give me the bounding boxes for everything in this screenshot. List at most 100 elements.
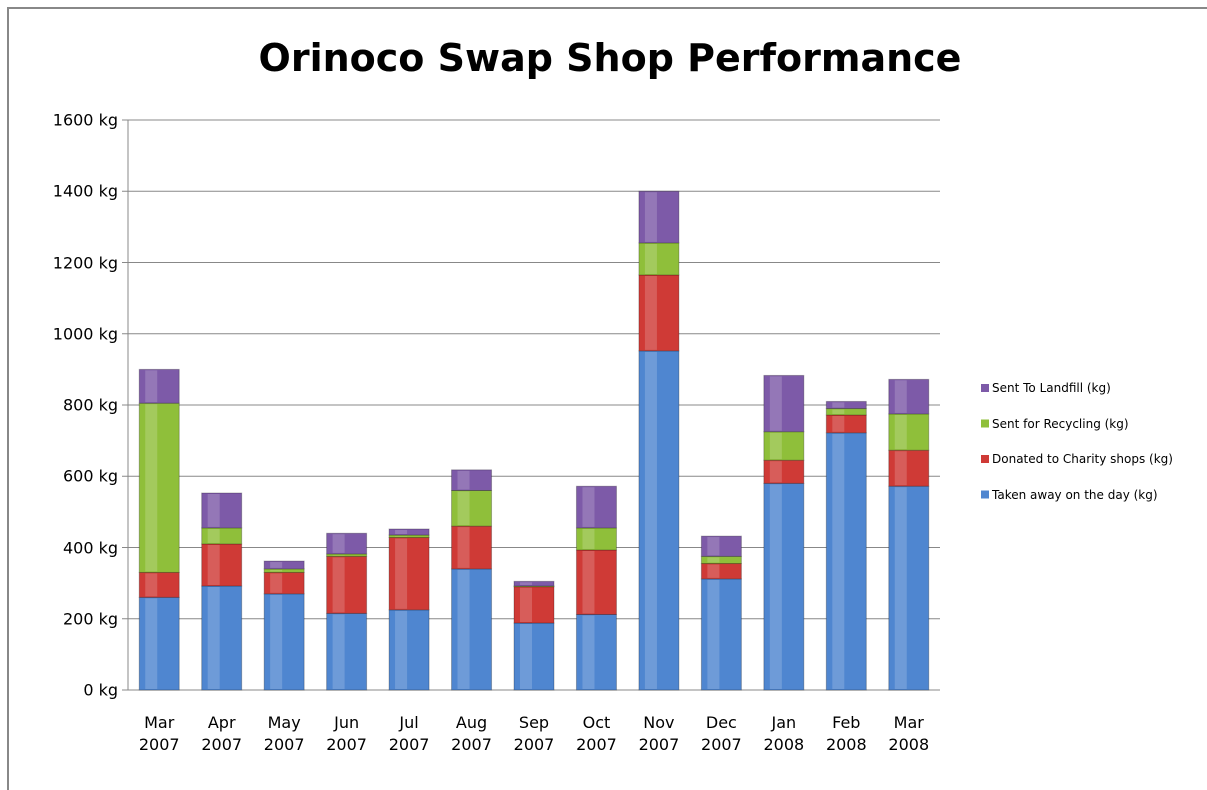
bar-segment: [388, 537, 430, 611]
bar-shine: [457, 491, 470, 526]
legend-swatch: [981, 490, 989, 499]
y-tick-label: 600 kg: [62, 466, 118, 486]
bar-shine: [769, 484, 782, 689]
y-tick-label: 1400 kg: [52, 181, 118, 201]
bar-shine: [520, 624, 532, 689]
bar-segment: [201, 492, 243, 529]
bar-shine: [207, 544, 220, 585]
bar-shine: [582, 615, 595, 689]
bar-segment: [388, 609, 430, 691]
bar-shine: [582, 487, 595, 527]
x-tick-label: Jan 2008: [763, 713, 805, 754]
bar-shine: [270, 562, 283, 568]
bar-segment: [763, 374, 805, 433]
bar-segment: [513, 580, 555, 587]
bar-segment: [638, 242, 680, 276]
y-tick-label: 800 kg: [62, 395, 118, 415]
bar-shine: [207, 528, 220, 543]
bar-shine: [270, 569, 283, 572]
bar-shine: [207, 493, 220, 527]
bar-shine: [145, 598, 158, 689]
y-tick-label: 1600 kg: [52, 110, 118, 130]
bar-shine: [769, 432, 782, 460]
bar-shine: [894, 487, 907, 689]
bar-shine: [832, 415, 845, 432]
y-tick-label: 400 kg: [62, 538, 118, 557]
bar-segment: [451, 525, 493, 570]
bar-shine: [145, 573, 158, 597]
bar-segment: [326, 532, 368, 555]
y-tick-label: 0 kg: [83, 680, 118, 700]
bar-shine: [520, 582, 532, 585]
bar-shine: [707, 557, 720, 563]
chart-title: Orinoco Swap Shop Performance: [258, 36, 962, 80]
bar-shine: [644, 192, 657, 242]
bar-segment: [388, 528, 430, 536]
bar-segment: [638, 190, 680, 244]
bar-shine: [395, 538, 408, 609]
bar-shine: [644, 275, 657, 350]
bar-shine: [332, 557, 345, 613]
bar-shine: [707, 579, 720, 689]
y-tick-label: 200 kg: [62, 609, 118, 629]
x-tick-label: May 2007: [263, 713, 305, 754]
y-tick-label: 1200 kg: [52, 253, 118, 272]
bar-shine: [457, 470, 470, 490]
bar-shine: [832, 433, 845, 689]
y-tick-label: 1000 kg: [52, 324, 118, 344]
bar-segment: [888, 378, 930, 415]
bar-shine: [582, 528, 595, 549]
bar-segment: [201, 585, 243, 691]
bar-shine: [270, 573, 283, 593]
legend-label: Sent To Landfill (kg): [992, 381, 1111, 395]
bar-segment: [888, 413, 930, 451]
x-tick-label: Mar 2008: [888, 713, 930, 754]
legend-label: Sent for Recycling (kg): [992, 416, 1129, 431]
bar-shine: [582, 550, 595, 614]
bar-segment: [138, 402, 180, 573]
bar-shine: [145, 370, 158, 403]
legend-swatch: [981, 455, 989, 463]
bar-shine: [769, 376, 782, 431]
bar-segment: [575, 485, 617, 529]
bar-shine: [832, 409, 845, 414]
bar-shine: [520, 587, 532, 623]
bar-segment: [451, 469, 493, 491]
bar-segment: [263, 560, 305, 570]
legend-swatch: [981, 384, 989, 392]
bar-shine: [332, 614, 345, 689]
bar-shine: [395, 610, 408, 689]
x-tick-label: Oct 2007: [576, 713, 617, 754]
bar-shine: [145, 404, 158, 572]
x-tick-label: Dec 2007: [701, 713, 742, 754]
bar-shine: [270, 594, 283, 689]
bar-shine: [894, 414, 907, 450]
bar-segment: [575, 549, 617, 615]
legend-label: Taken away on the day (kg): [992, 487, 1158, 502]
bar-segment: [763, 431, 805, 461]
bar-segment: [138, 368, 180, 404]
bar-segment: [138, 571, 180, 598]
bar-segment: [700, 535, 742, 557]
x-tick-label: Feb 2008: [825, 713, 867, 754]
bar-shine: [207, 586, 220, 689]
x-tick-label: Mar 2007: [138, 713, 180, 754]
bar-shine: [894, 451, 907, 486]
bar-shine: [769, 461, 782, 483]
bar-shine: [457, 569, 470, 689]
legend-label: Donated to Charity shops (kg): [992, 452, 1173, 466]
bar-segment: [263, 593, 305, 691]
bar-shine: [832, 402, 845, 408]
bar-shine: [332, 534, 345, 553]
x-tick-label: Aug 2007: [451, 713, 492, 754]
bar-shine: [644, 243, 657, 274]
bar-shine: [395, 529, 408, 535]
x-tick-label: Apr 2007: [201, 713, 243, 754]
x-tick-label: Jun 2007: [326, 713, 367, 754]
bar-segment: [638, 350, 680, 691]
x-tick-label: Sep 2007: [513, 713, 555, 754]
bar-shine: [894, 380, 907, 413]
bar-shine: [644, 351, 657, 689]
bar-segment: [326, 612, 368, 691]
